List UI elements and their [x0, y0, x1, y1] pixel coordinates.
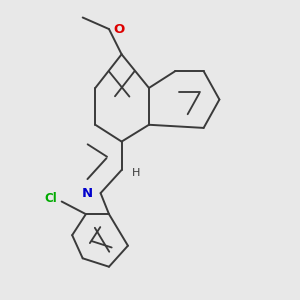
Text: O: O [113, 22, 125, 36]
Text: Cl: Cl [44, 192, 57, 205]
Text: H: H [132, 168, 140, 178]
Text: N: N [82, 187, 93, 200]
